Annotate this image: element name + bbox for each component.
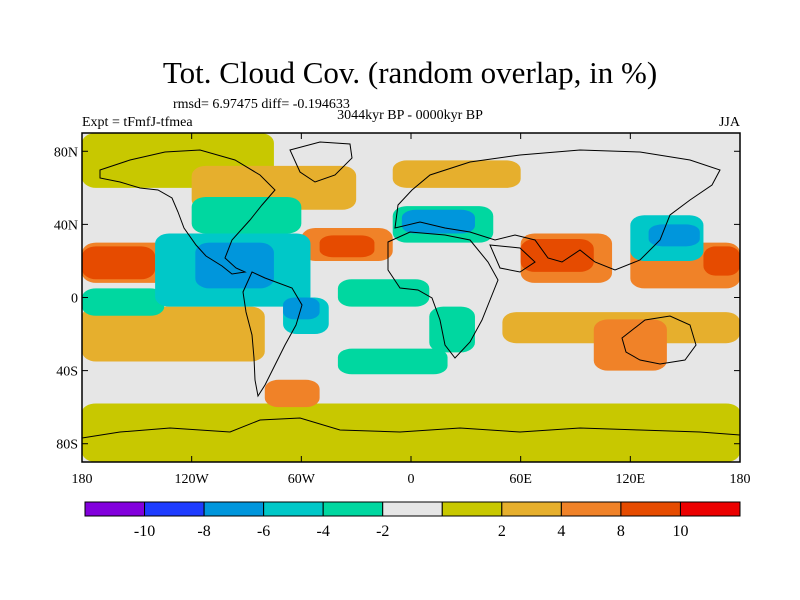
colorbar-swatch [560,501,622,517]
anomaly-region [401,209,475,234]
colorbar-label: -10 [134,523,155,540]
anomaly-region [648,224,700,247]
anomaly-region [337,279,430,307]
lat-tick-label: 40N [54,218,78,233]
coast-eurasia [394,149,721,271]
colorbar-label: 2 [498,523,506,540]
colorbar-swatch [84,501,146,517]
anomaly-region [191,196,302,234]
anomaly-region [392,160,521,188]
colorbar-swatch [441,501,503,517]
colorbar-label: -8 [197,523,210,540]
anomaly-region [82,288,165,316]
colorbar-label: 4 [557,523,565,540]
anomaly-region [703,246,740,276]
latitude-axis: 80N 40N 0 40S 80S [54,145,740,453]
coast-arabia [489,244,536,273]
lat-tick-label: 80S [56,438,78,453]
colorbar-swatch [203,501,265,517]
lon-tick-label: 0 [408,472,415,487]
anomaly-region [82,246,156,280]
anomaly-region [82,403,740,430]
coast-africa [387,231,499,359]
colorbar-label: 10 [672,523,688,540]
colorbar-swatch [322,501,384,517]
anomaly-region [82,306,265,362]
colorbar-swatch [679,501,741,517]
lon-tick-label: 120W [175,472,210,487]
lat-tick-label: 80N [54,145,78,160]
colorbar-label: -2 [376,523,389,540]
map-panel: 180 120W 60W 0 60E 120E 180 80N 40N 0 40S 80S [54,132,751,487]
anomaly-region [337,348,448,375]
colorbar-swatch [501,501,562,517]
experiment-text: Expt = tFmfJ-tfmea [82,115,193,130]
anomaly-region [264,379,320,408]
plot-title: Tot. Cloud Cov. (random overlap, in %) [163,55,657,90]
coast-australia [621,315,697,365]
stats-text: rmsd= 6.97475 diff= -0.194633 [173,97,350,112]
colorbar-swatch [144,501,205,517]
lat-tick-label: 0 [71,292,78,307]
anomaly-region [593,319,667,371]
colorbar-label: -6 [257,523,270,540]
colorbar [84,501,741,517]
period-text: 3044kyr BP - 0000kyr BP [337,108,483,123]
anomaly-region [195,242,274,289]
anomaly-region [319,235,375,258]
lon-tick-label: 60E [509,472,532,487]
lon-tick-label: 180 [730,472,751,487]
colorbar-labels: -10 -8 -6 -4 -2 2 4 8 10 [134,523,689,540]
lon-tick-label: 180 [72,472,93,487]
colorbar-swatch [263,501,324,517]
lat-tick-label: 40S [56,365,78,380]
anomaly-region [520,239,594,272]
longitude-axis: 180 120W 60W 0 60E 120E 180 [72,133,751,487]
coast-north-america [99,149,276,275]
anomaly-region [429,306,475,353]
lon-tick-label: 60W [288,472,316,487]
colorbar-swatch [620,501,681,517]
colorbar-swatch [382,501,443,517]
season-text: JJA [719,115,741,130]
coastlines [81,141,741,439]
coast-south-america [242,271,303,398]
anomaly-field [82,133,740,462]
coast-greenland [289,141,353,183]
colorbar-label: 8 [617,523,625,540]
coast-antarctica [81,417,741,439]
colorbar-label: -4 [317,523,330,540]
lon-tick-label: 120E [616,472,646,487]
